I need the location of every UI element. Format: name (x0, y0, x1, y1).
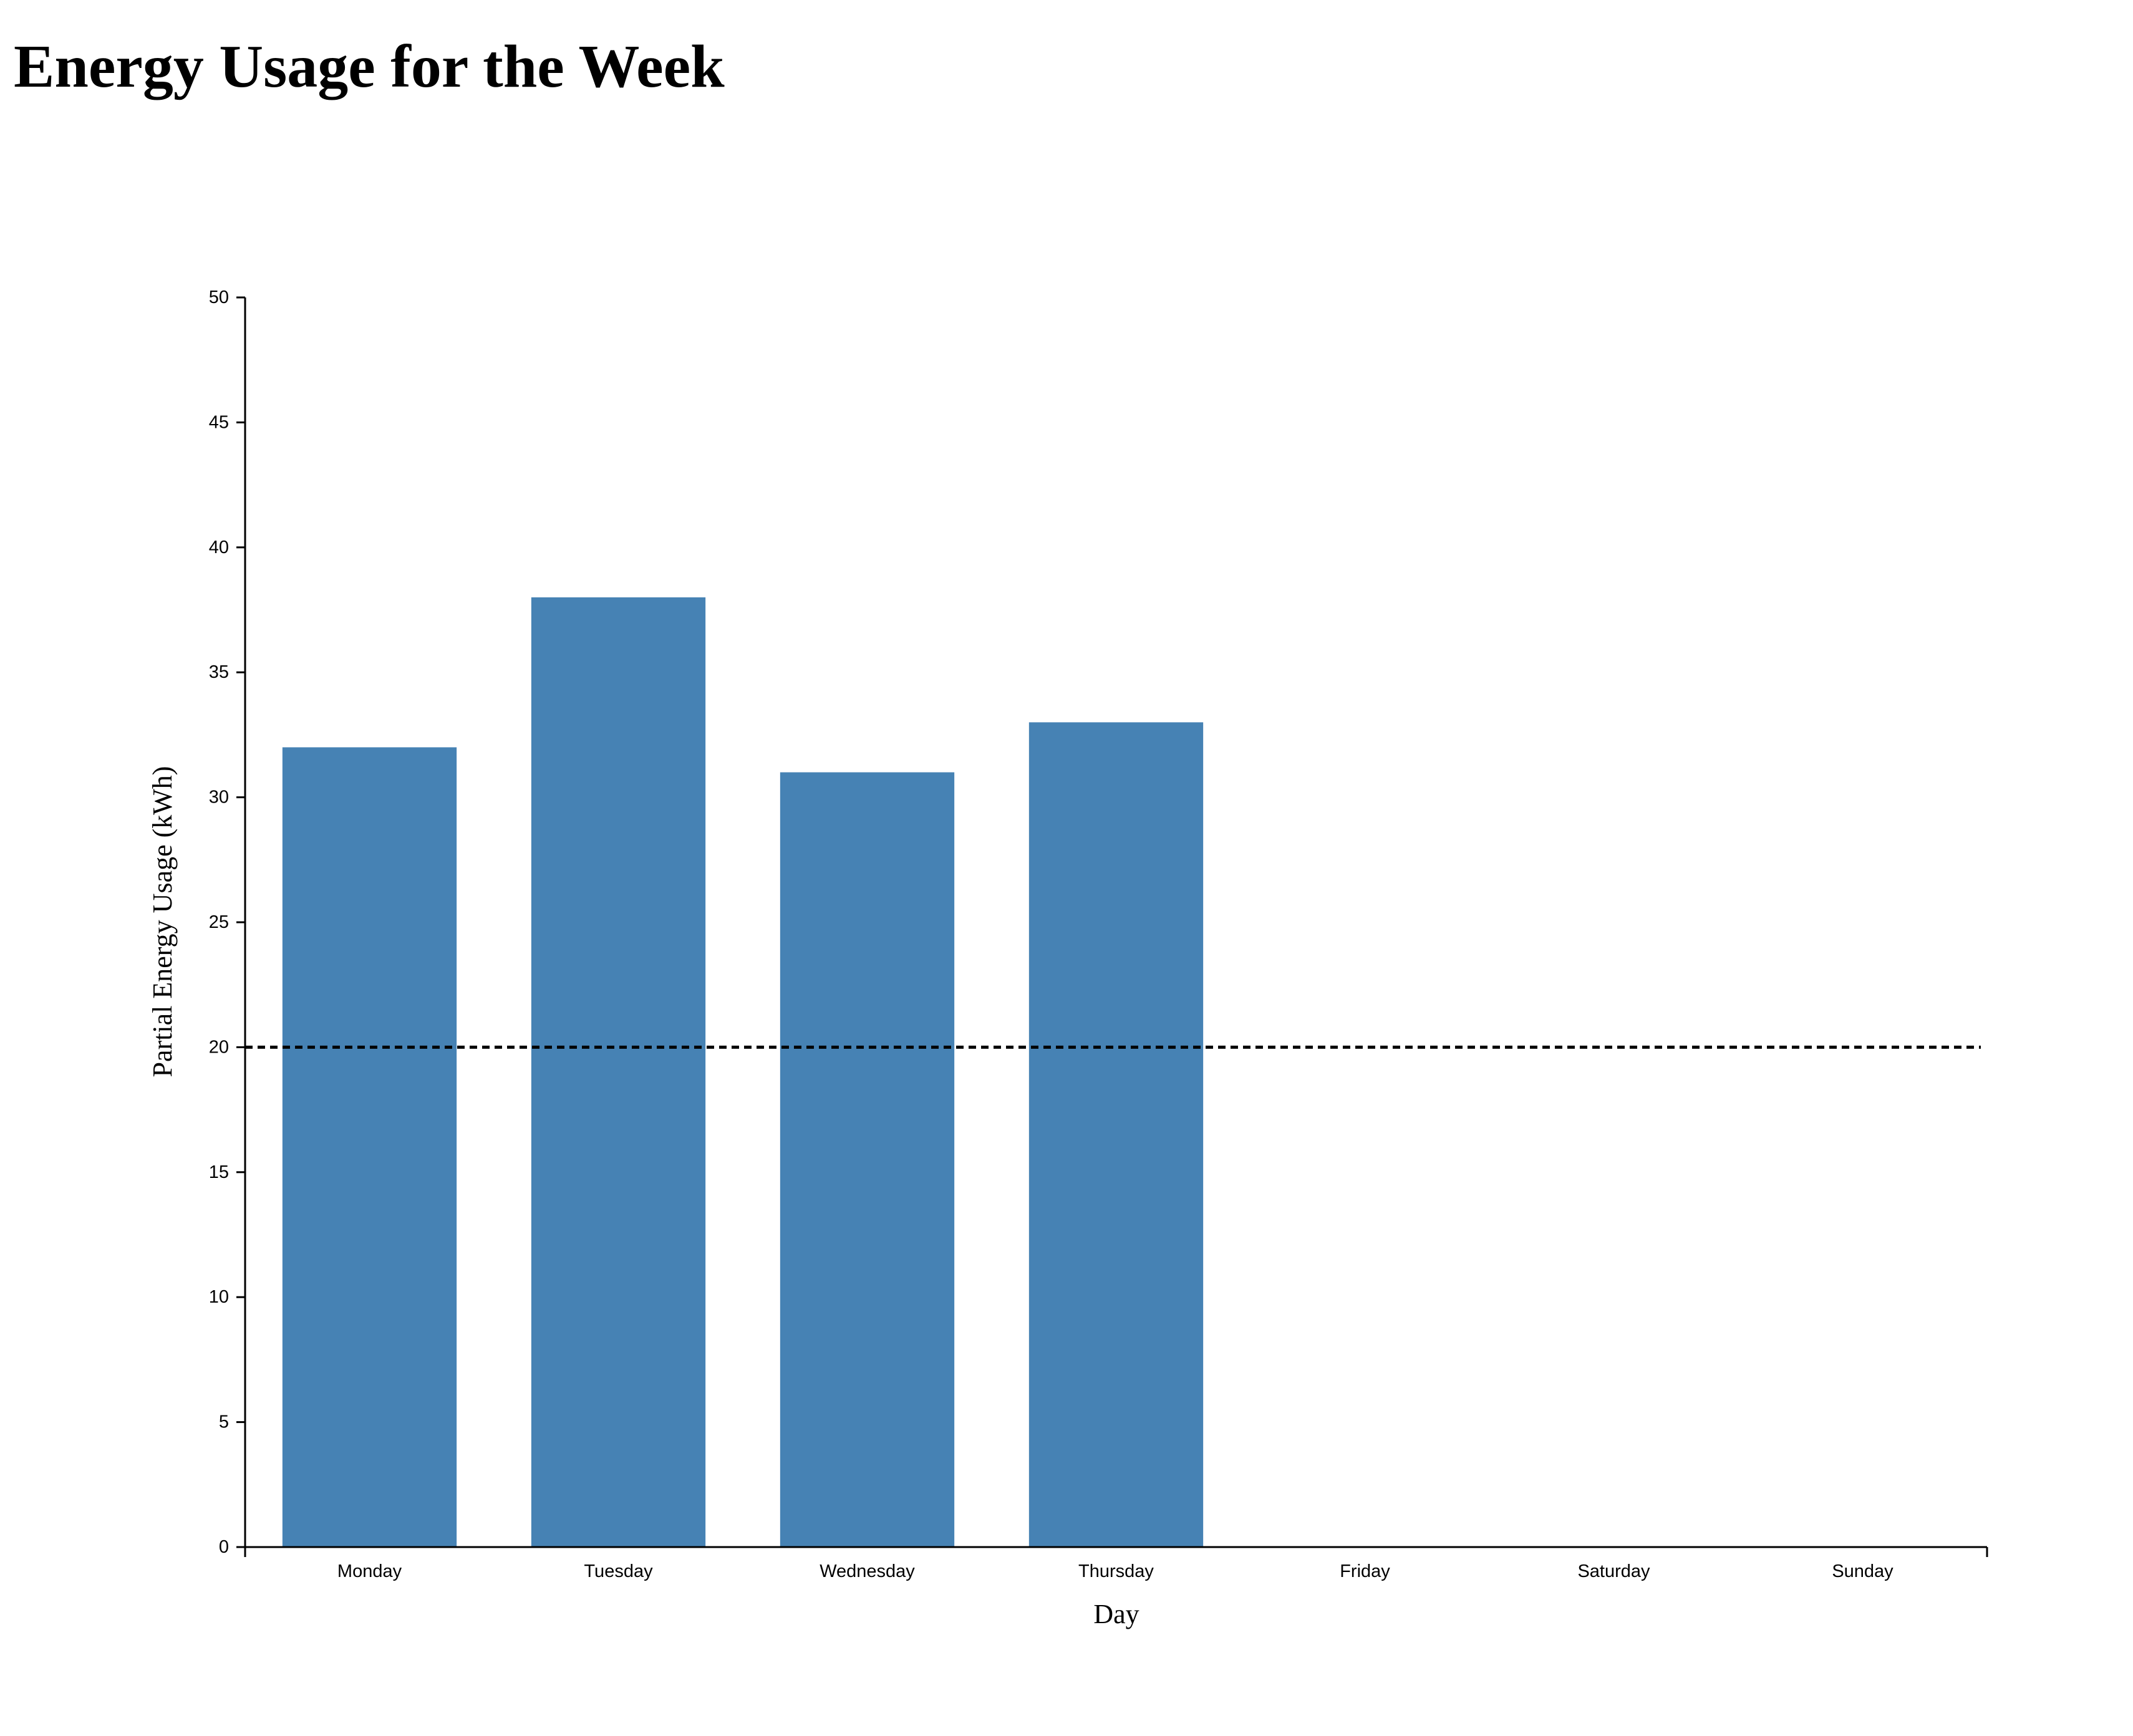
y-tick-label: 5 (219, 1412, 229, 1432)
x-tick-label-sunday: Sunday (1832, 1561, 1894, 1581)
y-tick-label: 40 (209, 538, 229, 557)
bar-tuesday (531, 597, 706, 1548)
x-tick-label-monday: Monday (337, 1561, 402, 1581)
y-tick-label: 35 (209, 662, 229, 682)
y-axis-title: Partial Energy Usage (kWh) (147, 766, 178, 1078)
y-tick-label: 30 (209, 788, 229, 808)
y-axis: 0 5 10 15 20 25 30 35 40 45 50 (209, 287, 246, 1557)
bar-wednesday (780, 772, 955, 1547)
x-tick-label-wednesday: Wednesday (820, 1561, 915, 1581)
x-axis: Monday Tuesday Wednesday Thursday Friday Satu… (244, 1546, 1988, 1581)
y-tick-label: 10 (209, 1287, 229, 1307)
bars-layer (282, 597, 1204, 1548)
x-tick-label-saturday: Saturday (1577, 1561, 1650, 1581)
x-tick-label-thursday: Thursday (1078, 1561, 1154, 1581)
x-tick-label-tuesday: Tuesday (584, 1561, 653, 1581)
y-tick-label: 45 (209, 412, 229, 432)
x-tick-label-friday: Friday (1340, 1561, 1390, 1581)
x-axis-title: Day (1093, 1599, 1139, 1629)
bar-monday (282, 747, 457, 1547)
chart-title: Energy Usage for the Week (14, 33, 725, 100)
y-tick-label: 50 (209, 287, 229, 307)
y-tick-label: 0 (219, 1537, 229, 1557)
bar-thursday (1028, 722, 1204, 1547)
y-tick-label: 25 (209, 912, 229, 932)
y-tick-label: 20 (209, 1037, 229, 1057)
y-tick-label: 15 (209, 1162, 229, 1182)
